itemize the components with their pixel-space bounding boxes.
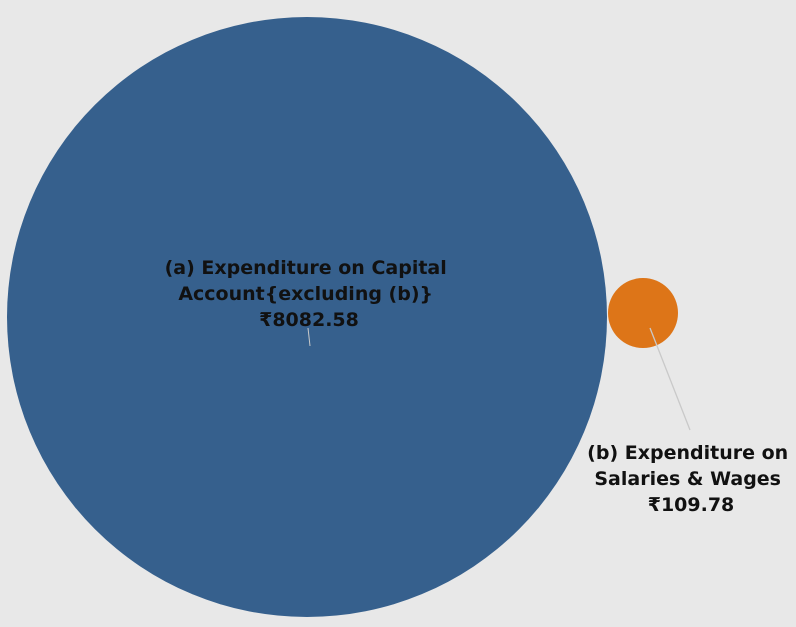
label-salaries-wages: (b) Expenditure on Salaries & Wages ₹109… — [587, 442, 795, 516]
value-salaries-wages: ₹109.78 — [648, 494, 735, 516]
value-capital-account: ₹8082.58 — [259, 309, 359, 331]
label-salaries-wages-line-1: (b) Expenditure on — [587, 442, 788, 464]
label-capital-account-line-2: Account{excluding (b)} — [178, 283, 433, 305]
bubble-capital-account[interactable] — [7, 17, 607, 617]
leader-line-capital-account — [307, 327, 311, 347]
label-capital-account-line-1: (a) Expenditure on Capital — [165, 257, 447, 279]
bubble-salaries-wages[interactable] — [608, 278, 678, 348]
label-capital-account: (a) Expenditure on Capital Account{exclu… — [165, 257, 454, 331]
leader-line-salaries-wages — [649, 327, 691, 431]
label-salaries-wages-line-2: Salaries & Wages — [594, 468, 781, 490]
